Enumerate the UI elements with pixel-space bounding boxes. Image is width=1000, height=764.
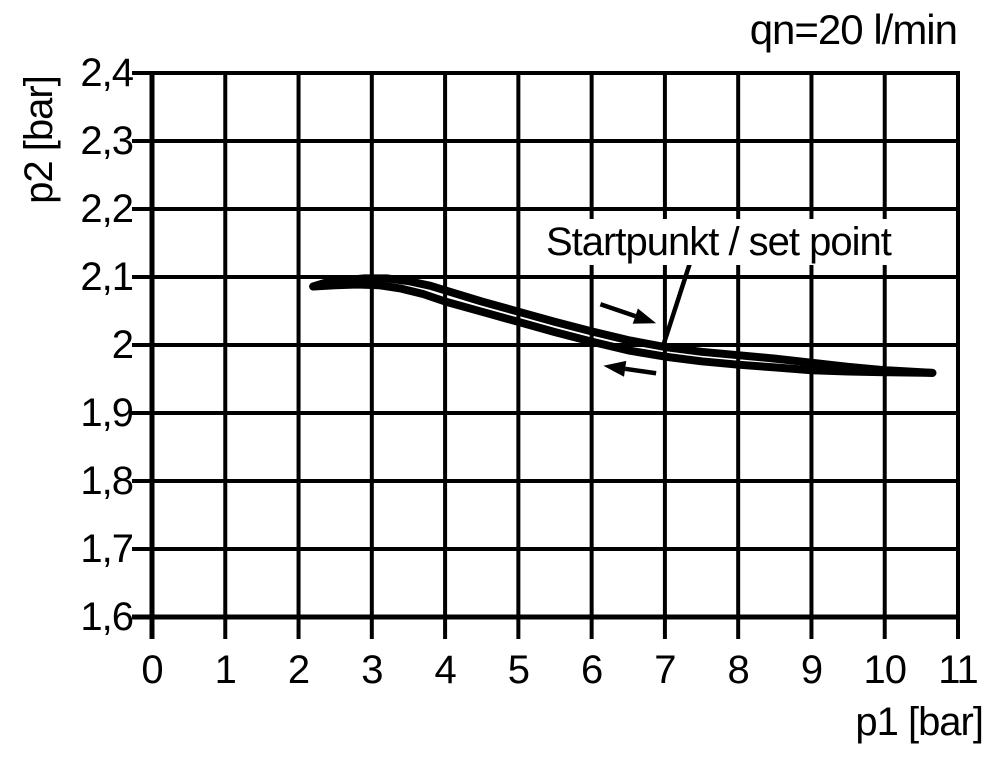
return-direction-arrow-shaft [624, 366, 657, 376]
y-tick-label: 2,1 [80, 255, 134, 299]
y-tick-label: 2,4 [80, 51, 134, 95]
x-axis-label: p1 [bar] [855, 700, 984, 744]
forward-direction-arrow-shaft [599, 302, 637, 319]
x-tick-label: 3 [361, 648, 383, 692]
forward-direction-arrow [632, 308, 657, 324]
set-point-annotation: Startpunkt / set point [540, 219, 897, 265]
set-point-leader-line [660, 262, 692, 348]
chart-title: qn=20 l/min [749, 6, 958, 53]
x-tick-label: 0 [141, 648, 163, 692]
return-direction-arrow [603, 360, 627, 377]
x-tick-label: 5 [507, 648, 530, 692]
x-tick-label: 8 [727, 648, 750, 692]
y-tick-label: 1,7 [80, 527, 134, 571]
y-tick-label: 2 [111, 323, 134, 367]
y-tick-label: 2,2 [80, 187, 134, 231]
x-tick-label: 2 [287, 648, 310, 692]
x-tick-label: 9 [800, 648, 823, 692]
x-tick-label: 6 [581, 648, 603, 692]
y-tick-label: 2,3 [80, 119, 134, 163]
curve-lower_branch [309, 280, 937, 377]
y-tick-label: 1,6 [80, 595, 134, 639]
x-tick-label: 11 [938, 648, 979, 692]
x-tick-label: 4 [434, 648, 456, 692]
y-tick-label: 1,9 [80, 391, 134, 435]
curve-upper_branch [309, 274, 937, 377]
x-tick-label: 10 [863, 648, 907, 692]
x-tick-label: 7 [654, 648, 676, 692]
y-tick-label: 1,8 [80, 459, 134, 503]
x-tick-label: 1 [214, 648, 237, 692]
